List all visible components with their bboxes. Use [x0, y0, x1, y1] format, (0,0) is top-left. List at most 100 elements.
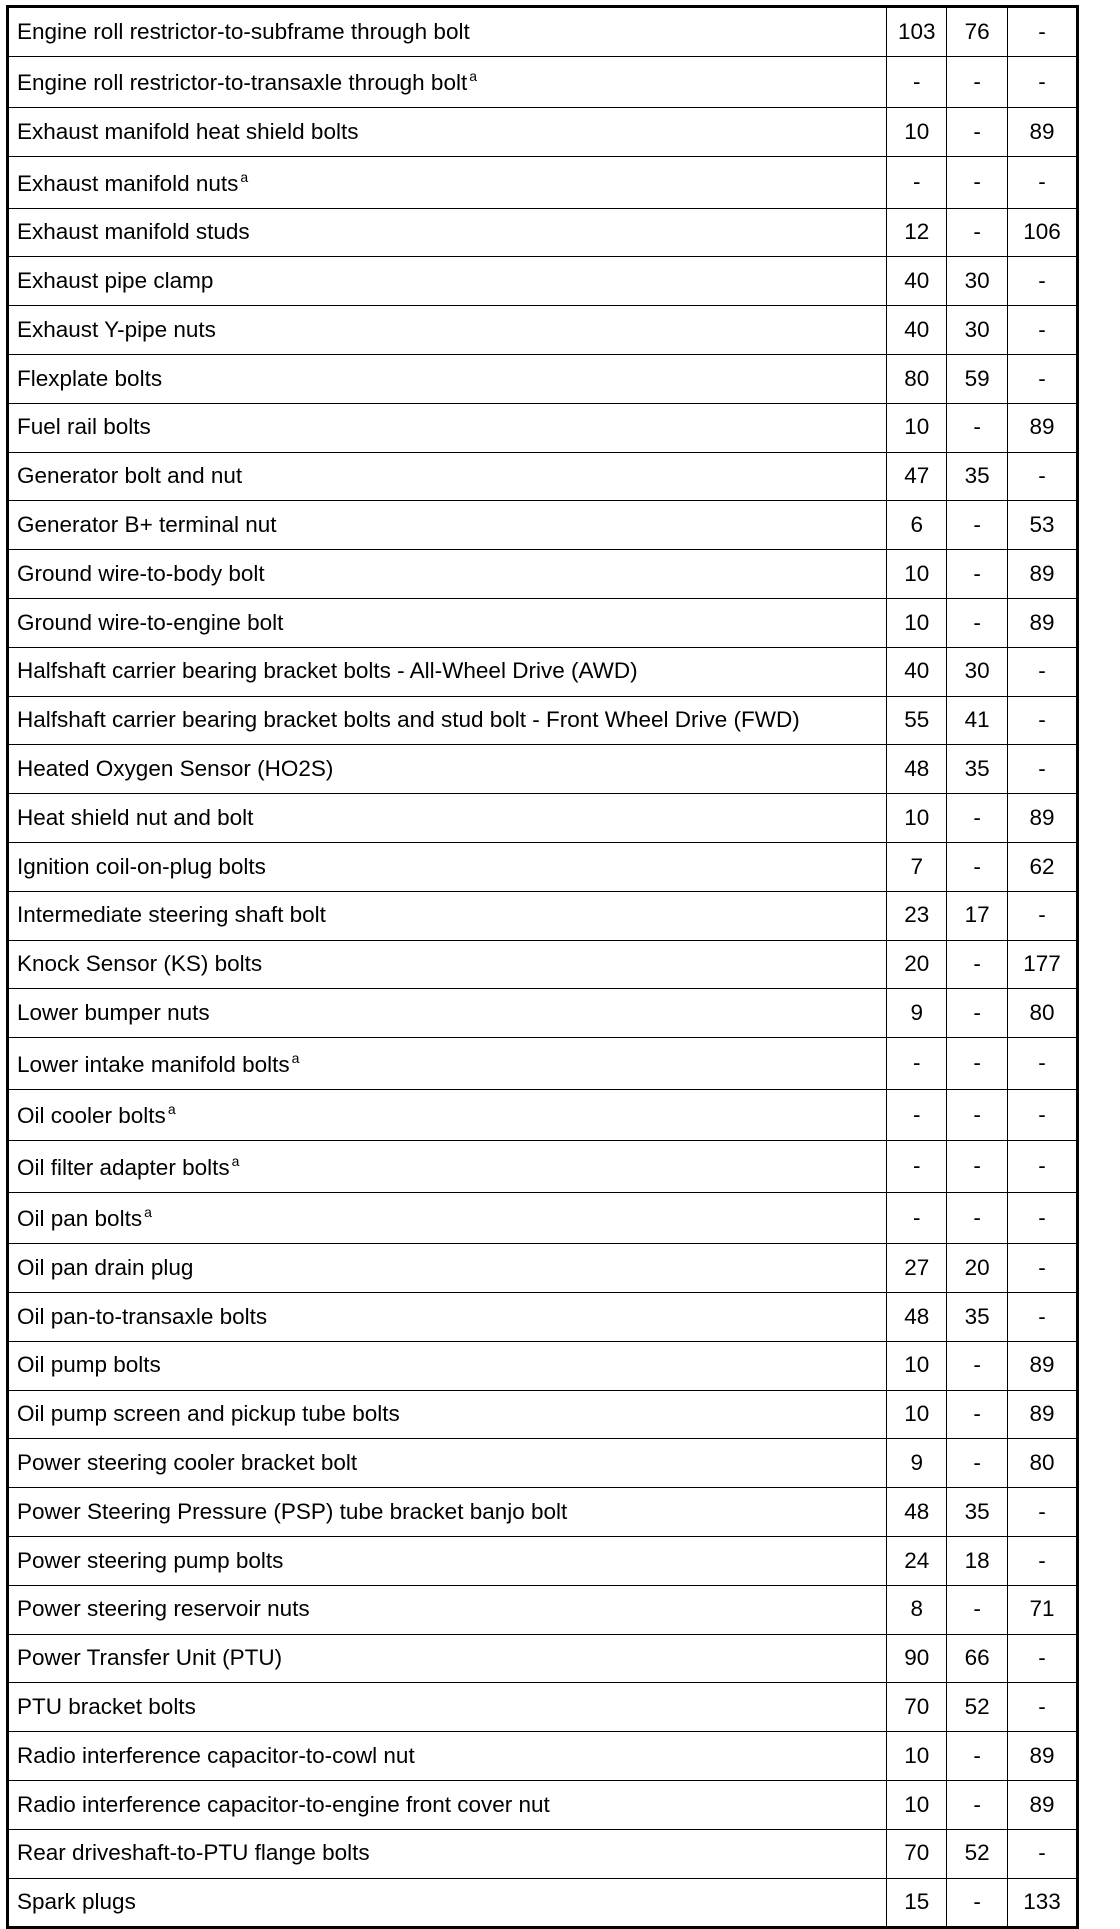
component-name-text: Flexplate bolts: [17, 365, 163, 391]
component-name-text: Oil pump screen and pickup tube bolts: [17, 1401, 400, 1427]
component-name-text: Engine roll restrictor-to-transaxle thro…: [17, 70, 468, 96]
component-name-text: Lower intake manifold bolts: [17, 1051, 290, 1077]
table-row: Exhaust manifold nuts a - - -: [6, 156, 1078, 209]
table-row: Oil filter adapter bolts a - - -: [6, 1140, 1078, 1193]
torque-lb-in: -: [1007, 1487, 1078, 1537]
torque-lb-in: 80: [1007, 988, 1078, 1039]
torque-lb-in: -: [1007, 1535, 1078, 1586]
torque-nm: 24: [886, 1535, 948, 1586]
torque-nm: 23: [886, 890, 948, 941]
component-name: Spark plugs: [6, 1877, 888, 1929]
torque-lb-in: 89: [1007, 402, 1078, 453]
torque-lb-ft: -: [946, 988, 1009, 1039]
component-name: Halfshaft carrier bearing bracket bolts …: [6, 646, 888, 697]
torque-nm: 10: [886, 1340, 948, 1391]
torque-nm: 9: [886, 988, 948, 1039]
torque-lb-ft: 66: [946, 1633, 1009, 1684]
torque-lb-ft: 52: [946, 1828, 1009, 1879]
component-name: Generator bolt and nut: [6, 451, 888, 502]
component-name: Lower bumper nuts: [6, 988, 888, 1039]
component-name: Engine roll restrictor-to-transaxle thro…: [6, 55, 888, 109]
component-name-text: Engine roll restrictor-to-subframe throu…: [17, 18, 470, 44]
torque-lb-in: -: [1007, 1088, 1078, 1142]
component-name-text: Exhaust manifold heat shield bolts: [17, 118, 359, 144]
footnote-marker: a: [469, 68, 478, 85]
torque-lb-ft: -: [946, 841, 1009, 892]
torque-nm: 10: [886, 793, 948, 843]
footnote-marker: a: [291, 1049, 300, 1066]
table-row: Lower bumper nuts 9-80: [6, 988, 1078, 1039]
torque-nm: 10: [886, 1731, 948, 1781]
torque-lb-in: -: [1007, 6, 1078, 57]
component-name: Power steering pump bolts: [6, 1535, 888, 1586]
component-name: Flexplate bolts: [6, 353, 888, 404]
torque-lb-in: 89: [1007, 1340, 1078, 1391]
component-name: Exhaust Y-pipe nuts: [6, 305, 888, 355]
torque-lb-in: 89: [1007, 1779, 1078, 1830]
table-row: Ignition coil-on-plug bolts 7-62: [6, 841, 1078, 892]
component-name-text: Lower bumper nuts: [17, 999, 210, 1025]
table-row: Lower intake manifold bolts a - - -: [6, 1037, 1078, 1090]
torque-lb-ft: 20: [946, 1243, 1009, 1293]
component-name-text: Halfshaft carrier bearing bracket bolts …: [17, 658, 638, 684]
torque-lb-ft: -: [946, 1584, 1009, 1635]
torque-lb-ft: -: [946, 1037, 1009, 1090]
component-name-text: Power steering cooler bracket bolt: [17, 1449, 358, 1475]
table-row: Power steering cooler bracket bolt 9-80: [6, 1438, 1078, 1489]
torque-nm: 15: [886, 1877, 948, 1929]
component-name: Ground wire-to-body bolt: [6, 549, 888, 599]
torque-lb-in: -: [1007, 1037, 1078, 1090]
table-row: Power steering reservoir nuts 8-71: [6, 1584, 1078, 1635]
torque-specifications-table: Engine roll restrictor-to-subframe throu…: [6, 5, 1079, 1929]
torque-lb-in: -: [1007, 695, 1078, 746]
torque-lb-in: -: [1007, 305, 1078, 355]
torque-lb-ft: -: [946, 107, 1009, 158]
footnote-marker: a: [144, 1204, 152, 1221]
torque-nm: -: [886, 1088, 948, 1142]
torque-lb-ft: 59: [946, 353, 1009, 404]
torque-nm: 10: [886, 597, 948, 648]
table-row: Engine roll restrictor-to-transaxle thro…: [6, 55, 1078, 109]
torque-lb-ft: -: [946, 55, 1009, 109]
torque-lb-in: 89: [1007, 1731, 1078, 1781]
component-name: Oil pump bolts: [6, 1340, 888, 1391]
torque-lb-ft: -: [946, 1877, 1009, 1929]
component-name-text: Knock Sensor (KS) bolts: [17, 951, 263, 977]
torque-nm: 103: [886, 6, 948, 57]
component-name: Lower intake manifold bolts a: [6, 1037, 888, 1090]
component-name-text: Generator bolt and nut: [17, 463, 243, 489]
torque-lb-ft: 17: [946, 890, 1009, 941]
torque-nm: -: [886, 55, 948, 109]
component-name: Oil filter adapter bolts a: [6, 1140, 888, 1193]
torque-lb-in: 106: [1007, 207, 1078, 258]
torque-nm: -: [886, 1037, 948, 1090]
torque-lb-in: 71: [1007, 1584, 1078, 1635]
component-name-text: Oil pan-to-transaxle bolts: [17, 1303, 268, 1329]
component-name-text: Ground wire-to-body bolt: [17, 560, 265, 586]
component-name: Radio interference capacitor-to-cowl nut: [6, 1731, 888, 1781]
component-name-text: Ignition coil-on-plug bolts: [17, 853, 266, 879]
table-row: Power steering pump bolts 24 18-: [6, 1535, 1078, 1586]
component-name-text: Power steering reservoir nuts: [17, 1596, 310, 1622]
torque-nm: 48: [886, 1291, 948, 1342]
torque-nm: 90: [886, 1633, 948, 1684]
table-row: Oil cooler bolts a - - -: [6, 1088, 1078, 1142]
torque-lb-ft: -: [946, 597, 1009, 648]
torque-lb-in: -: [1007, 1191, 1078, 1245]
torque-lb-in: -: [1007, 1828, 1078, 1879]
torque-nm: 70: [886, 1828, 948, 1879]
torque-nm: 40: [886, 305, 948, 355]
component-name: Radio interference capacitor-to-engine f…: [6, 1779, 888, 1830]
component-name-text: PTU bracket bolts: [17, 1693, 196, 1719]
torque-nm: 10: [886, 1779, 948, 1830]
component-name-text: Generator B+ terminal nut: [17, 512, 277, 538]
torque-lb-in: 80: [1007, 1438, 1078, 1489]
torque-lb-ft: -: [946, 1191, 1009, 1245]
table-row: Flexplate bolts 80 59-: [6, 353, 1078, 404]
torque-lb-in: -: [1007, 156, 1078, 209]
torque-lb-ft: 30: [946, 256, 1009, 307]
torque-lb-in: 177: [1007, 939, 1078, 990]
component-name-text: Rear driveshaft-to-PTU flange bolts: [17, 1840, 370, 1866]
torque-nm: 10: [886, 402, 948, 453]
component-name-text: Power Transfer Unit (PTU): [17, 1645, 283, 1671]
